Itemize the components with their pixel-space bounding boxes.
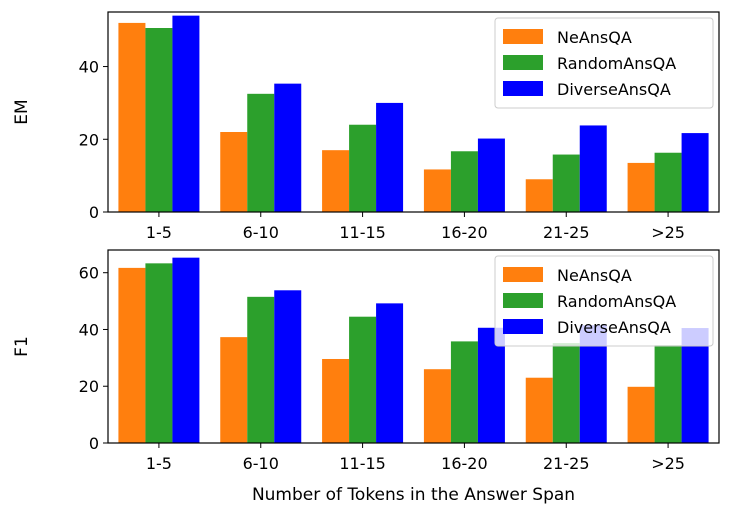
f1-bar-diverseansqa-3	[477, 327, 505, 443]
em-xtick-label: 16-20	[441, 223, 488, 242]
em-legend-swatch-randomansqa	[503, 55, 543, 70]
f1-bar-neansqa-1	[220, 337, 248, 443]
em-bar-neansqa-3	[423, 169, 451, 212]
em-xtick-label: 6-10	[243, 223, 279, 242]
em-axes-frame	[107, 11, 720, 213]
f1-bar-diverseansqa-2	[376, 303, 404, 443]
f1-ytick-label: 40	[79, 320, 99, 339]
f1-xtick-label: 1-5	[146, 454, 172, 473]
f1-bar-neansqa-2	[322, 358, 350, 443]
f1-chart-panel: 0 20 40 60 1-5 6-10 11-15 16-20 21-25 >25 F1 Number…	[12, 249, 720, 505]
em-bar-neansqa-5	[627, 162, 655, 212]
em-legend-label-randomansqa: RandomAnsQA	[557, 54, 676, 73]
f1-axes-frame	[107, 249, 720, 444]
em-xtick-label: 21-25	[543, 223, 590, 242]
em-bar-diverseansqa-0	[172, 15, 200, 213]
f1-bar-diverseansqa-5	[681, 328, 709, 443]
em-bar-neansqa-2	[322, 150, 350, 212]
f1-ytick-label: 60	[79, 264, 99, 283]
em-legend-box	[494, 17, 714, 109]
f1-bar-neansqa-5	[627, 386, 655, 443]
f1-legend-swatch-neansqa	[503, 267, 543, 282]
f1-legend-swatch-randomansqa	[503, 293, 543, 308]
em-bar-diverseansqa-4	[579, 125, 607, 212]
em-legend-swatch-diverseansqa	[503, 81, 543, 96]
f1-ytick-label: 20	[79, 377, 99, 396]
f1-legend-label-diverseansqa: DiverseAnsQA	[557, 318, 671, 337]
f1-bar-diverseansqa-1	[274, 290, 302, 443]
em-bar-diverseansqa-5	[681, 133, 709, 212]
f1-bar-randomansqa-0	[145, 263, 173, 443]
em-xtick-label: 1-5	[146, 223, 172, 242]
em-ytick-label: 40	[79, 58, 99, 77]
f1-bar-neansqa-0	[118, 267, 146, 443]
f1-bar-randomansqa-4	[552, 343, 580, 443]
em-bar-randomansqa-3	[450, 151, 478, 212]
em-bar-neansqa-1	[220, 132, 248, 212]
em-xtick-label: >25	[651, 223, 685, 242]
f1-legend-label-randomansqa: RandomAnsQA	[557, 292, 676, 311]
em-ytick-label: 20	[79, 130, 99, 149]
f1-xlabel: Number of Tokens in the Answer Span	[252, 485, 575, 505]
em-legend-swatch-neansqa	[503, 29, 543, 44]
em-bar-randomansqa-2	[349, 124, 377, 212]
f1-xtick-label: 6-10	[243, 454, 279, 473]
em-bar-neansqa-0	[118, 22, 146, 212]
em-ytick-label: 0	[89, 203, 99, 222]
f1-bar-randomansqa-1	[247, 296, 275, 443]
f1-legend-swatch-diverseansqa	[503, 319, 543, 334]
f1-xtick-label: >25	[651, 454, 685, 473]
em-bar-neansqa-4	[525, 179, 553, 212]
f1-bar-diverseansqa-0	[172, 257, 200, 443]
f1-ylabel: F1	[12, 336, 32, 357]
f1-legend-box	[494, 255, 714, 347]
em-legend-label-diverseansqa: DiverseAnsQA	[557, 80, 671, 99]
f1-bar-neansqa-3	[423, 369, 451, 443]
em-bar-diverseansqa-1	[274, 83, 302, 212]
em-bar-diverseansqa-3	[477, 138, 505, 212]
em-ylabel: EM	[12, 99, 32, 124]
f1-bar-randomansqa-3	[450, 341, 478, 443]
f1-xtick-label: 16-20	[441, 454, 488, 473]
em-bar-randomansqa-1	[247, 93, 275, 212]
em-xtick-label: 11-15	[339, 223, 386, 242]
f1-ytick-label: 0	[89, 434, 99, 453]
f1-bar-randomansqa-2	[349, 316, 377, 443]
f1-legend-label-neansqa: NeAnsQA	[557, 266, 632, 285]
f1-xtick-label: 21-25	[543, 454, 590, 473]
em-bar-randomansqa-4	[552, 154, 580, 212]
em-legend-label-neansqa: NeAnsQA	[557, 28, 632, 47]
em-bar-randomansqa-0	[145, 28, 173, 212]
f1-bar-randomansqa-5	[654, 345, 682, 443]
f1-bar-neansqa-4	[525, 377, 553, 443]
em-bar-randomansqa-5	[654, 152, 682, 212]
f1-xtick-label: 11-15	[339, 454, 386, 473]
em-chart-panel: 0 20 40 1-5 6-10 11-15 16-20 21-25 >25 EM NeAnsQA R…	[12, 11, 720, 242]
em-bar-diverseansqa-2	[376, 102, 404, 212]
